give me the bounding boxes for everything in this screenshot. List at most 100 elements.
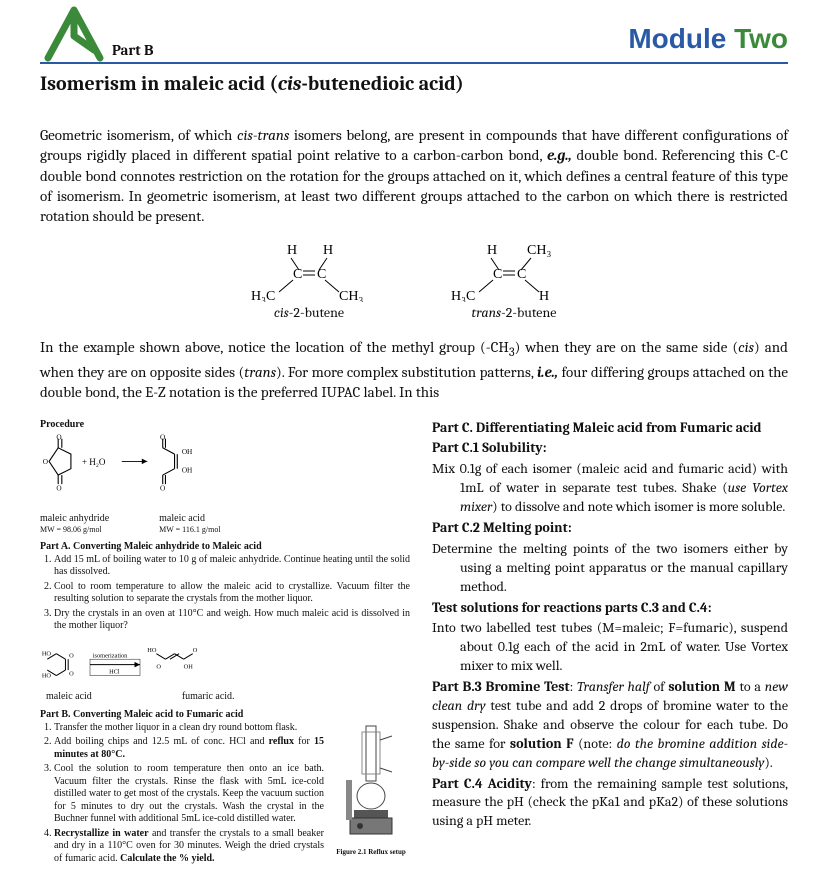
- rxn-right-block: maleic acid MW = 116.1 g/mol: [159, 513, 220, 536]
- svg-text:HO: HO: [147, 646, 157, 653]
- document-title: Isomerism in maleic acid (cis-butenedioi…: [40, 70, 788, 97]
- svg-text:O: O: [160, 485, 165, 493]
- list-item: Add 15 mL of boiling water to 10 g of ma…: [54, 554, 410, 579]
- intro-paragraph-2: In the example shown above, notice the l…: [40, 337, 788, 402]
- intro1-i2: e.g.,: [547, 146, 572, 164]
- reflux-figure: Figure 2.1 Reflux setup: [332, 722, 410, 868]
- title-italic: cis: [278, 72, 302, 95]
- b3e: (note:: [574, 735, 617, 752]
- list-item: Recrystallize in water and transfer the …: [54, 828, 324, 866]
- cis-structure: H H C C H₃C CH₃ cis-2-butene: [239, 242, 379, 323]
- intro2-t1: In the example shown above, notice the l…: [40, 338, 509, 356]
- cis-2-butene-icon: H H C C H₃C CH₃: [239, 242, 379, 302]
- svg-text:C: C: [317, 267, 326, 282]
- module-word-1: Module: [628, 23, 734, 54]
- c1-text: Mix 0.1g of each isomer (maleic acid and…: [460, 460, 788, 517]
- procedure-left-column: Procedure O O O + H₂O: [40, 419, 410, 868]
- c4-paragraph: Part C.4 Acidity: from the remaining sam…: [432, 775, 788, 832]
- rxn-right-mw: MW = 116.1 g/mol: [159, 525, 220, 535]
- page-header: Part B Module Two: [40, 0, 788, 64]
- svg-text:HO: HO: [42, 650, 52, 657]
- partc-heading: Part C. Differentiating Maleic acid from…: [432, 419, 762, 436]
- list-item: Cool the solution to room temperature th…: [54, 763, 324, 826]
- c2-head: Part C.2 Melting point:: [432, 519, 572, 536]
- s2c: for: [294, 736, 314, 747]
- title-pre: Isomerism in maleic acid (: [40, 72, 278, 95]
- part-b-flex: Transfer the mother liquor in a clean dr…: [40, 722, 410, 868]
- intro2-i1: cis: [738, 338, 754, 356]
- svg-text:O: O: [69, 670, 74, 677]
- svg-text:HCl: HCl: [109, 668, 120, 675]
- rxn-left-name: maleic anhydride: [40, 513, 109, 526]
- trans-label-rest: -2-butene: [501, 304, 556, 321]
- svg-text:isomerization: isomerization: [93, 652, 128, 659]
- c4-head: Part C.4 Acidity: [432, 775, 532, 792]
- rxn-right-name: maleic acid: [159, 513, 220, 526]
- s4a: Recrystallize in water: [54, 828, 149, 839]
- c2-text: Determine the melting points of the two …: [460, 540, 788, 597]
- trans-2-butene-icon: H CH₃ C C H₃C H: [439, 242, 589, 302]
- trans-label: trans-2-butene: [439, 304, 589, 323]
- svg-text:OH: OH: [182, 448, 193, 456]
- isomerization-icon: HOHO OO isomerization HCl HOO OOH: [40, 641, 240, 691]
- cis-label: cis-2-butene: [239, 304, 379, 323]
- svg-text:O: O: [56, 485, 61, 493]
- intro1-t1: Geometric isomerism, of which: [40, 126, 237, 144]
- lambda-logo-icon: [40, 6, 108, 62]
- part-b-steps: Transfer the mother liquor in a clean dr…: [54, 722, 324, 866]
- c1-head: Part C.1 Solubility:: [432, 439, 547, 456]
- svg-text:H: H: [487, 243, 497, 258]
- b3i1: Transfer half: [577, 678, 650, 695]
- svg-text:+ H₂O: + H₂O: [82, 457, 106, 467]
- intro2-t2: ) when they are on the same side (: [515, 338, 738, 356]
- svg-text:HO: HO: [42, 672, 52, 679]
- intro2-t4: ). For more complex substitution pattern…: [276, 363, 537, 381]
- b3a: :: [570, 678, 577, 695]
- reflux-apparatus-icon: [332, 722, 410, 842]
- intro2-i2: trans: [244, 363, 276, 381]
- b3c: to a: [736, 678, 765, 695]
- svg-text:OH: OH: [184, 663, 194, 670]
- svg-text:O: O: [193, 646, 198, 653]
- trans-label-ital: trans: [472, 304, 502, 321]
- intro1-i1: cis-trans: [237, 126, 289, 144]
- structure-diagram-row: H H C C H₃C CH₃ cis-2-butene H CH₃ C C: [40, 242, 788, 323]
- part-a-steps: Add 15 mL of boiling water to 10 g of ma…: [54, 554, 410, 633]
- svg-text:OH: OH: [182, 466, 193, 474]
- svg-text:O: O: [56, 434, 61, 442]
- logo-area: Part B: [40, 6, 154, 62]
- procedure-right-column: Part C. Differentiating Maleic acid from…: [432, 419, 788, 868]
- svg-text:CH₃: CH₃: [339, 289, 363, 302]
- b3f: ).: [764, 754, 772, 771]
- s2a: Add boiling chips and 12.5 mL of conc. H…: [54, 736, 269, 747]
- intro2-i3: i.e.,: [537, 363, 558, 381]
- part-label: Part B: [112, 40, 154, 60]
- svg-text:C: C: [293, 267, 302, 282]
- rxn-labels-row: maleic anhydride MW = 98.06 g/mol maleic…: [40, 513, 410, 536]
- intro-paragraph-1: Geometric isomerism, of which cis-trans …: [40, 125, 788, 226]
- svg-text:C: C: [493, 267, 502, 282]
- part-b-text: Transfer the mother liquor in a clean dr…: [40, 722, 324, 868]
- module-word-2: Two: [734, 23, 788, 54]
- b3-paragraph: Part B.3 Bromine Test: Transfer half of …: [432, 678, 788, 772]
- s2b: reflux: [269, 736, 294, 747]
- list-item: Dry the crystals in an oven at 110°C and…: [54, 608, 410, 633]
- rxn-left-block: maleic anhydride MW = 98.06 g/mol: [40, 513, 109, 536]
- isomerization-scheme: HOHO OO isomerization HCl HOO OOH: [40, 641, 410, 691]
- module-title: Module Two: [628, 20, 788, 58]
- svg-text:H₃C: H₃C: [251, 289, 275, 302]
- sol-text: Into two labelled test tubes (M=maleic; …: [460, 619, 788, 676]
- trans-structure: H CH₃ C C H₃C H trans-2-butene: [439, 242, 589, 323]
- rxn-left-mw: MW = 98.06 g/mol: [40, 525, 109, 535]
- s4c: Calculate the % yield.: [120, 853, 214, 864]
- b3bold1: solution M: [668, 678, 735, 695]
- b3bold2: solution F: [510, 735, 574, 752]
- part-b-heading: Part B. Converting Maleic acid to Fumari…: [40, 709, 410, 722]
- svg-text:O: O: [160, 434, 165, 442]
- reaction-scheme-icon: O O O + H₂O O O OH OH: [40, 433, 240, 508]
- procedure-title: Procedure: [40, 419, 410, 432]
- title-post: -butenedioic acid): [301, 72, 463, 95]
- b3-head: Part B.3 Bromine Test: [432, 678, 570, 695]
- isomer-left-label: maleic acid: [46, 691, 92, 704]
- reflux-caption: Figure 2.1 Reflux setup: [332, 848, 410, 857]
